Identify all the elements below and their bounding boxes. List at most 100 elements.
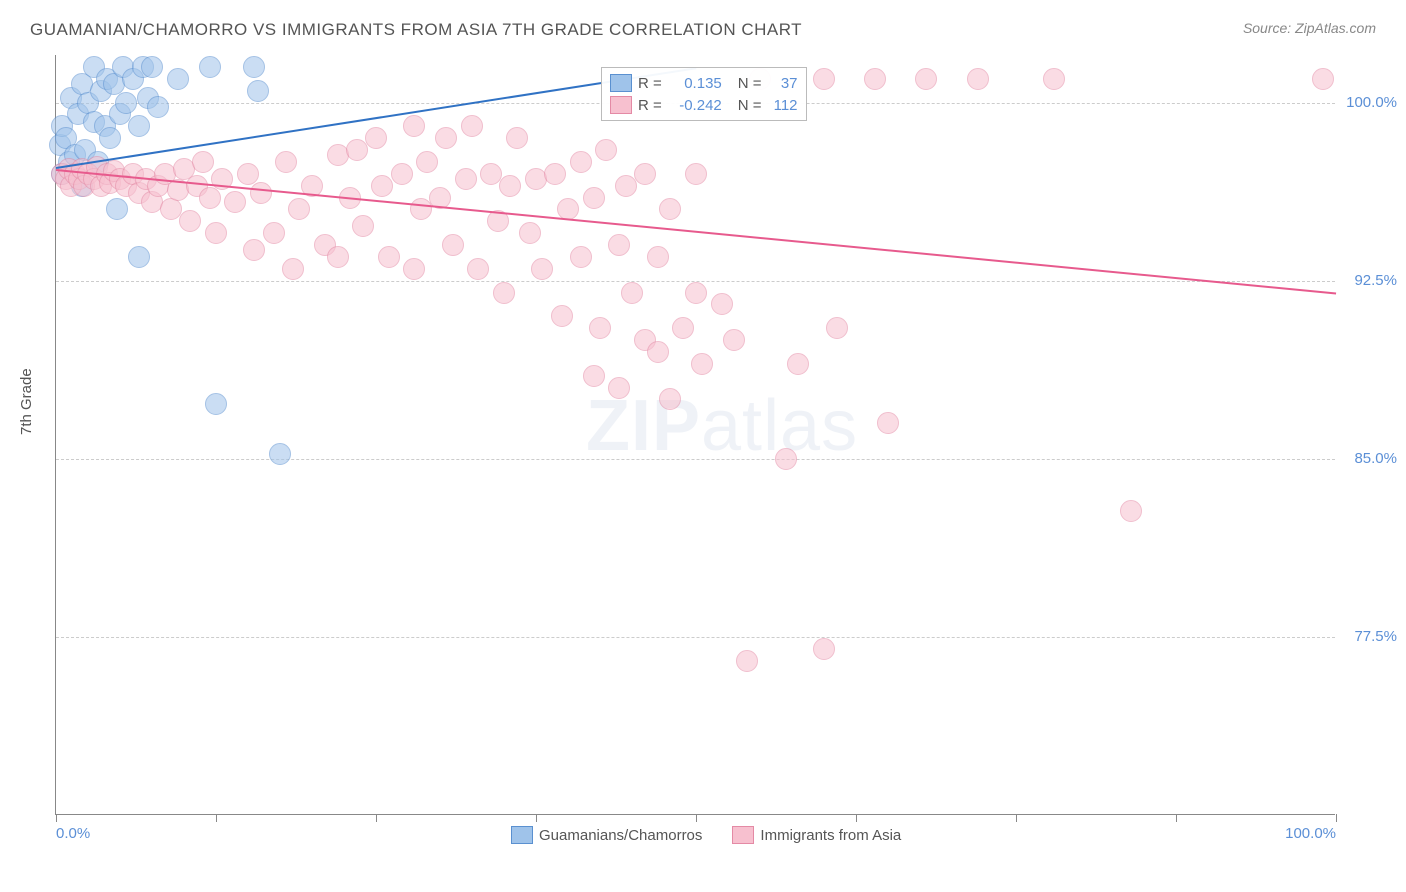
scatter-point-pink	[544, 163, 566, 185]
scatter-point-pink	[736, 650, 758, 672]
scatter-point-blue	[247, 80, 269, 102]
scatter-point-blue	[167, 68, 189, 90]
scatter-point-pink	[685, 163, 707, 185]
scatter-point-pink	[352, 215, 374, 237]
scatter-point-pink	[583, 187, 605, 209]
stats-row-pink: R = -0.242 N = 112	[610, 94, 798, 116]
scatter-point-blue	[205, 393, 227, 415]
legend-swatch-blue	[511, 826, 533, 844]
x-tick	[1336, 814, 1337, 822]
scatter-point-pink	[813, 68, 835, 90]
stats-r-label: R =	[638, 75, 662, 92]
scatter-point-blue	[106, 198, 128, 220]
scatter-point-pink	[967, 68, 989, 90]
watermark-zip: ZIP	[586, 386, 701, 466]
chart-title: GUAMANIAN/CHAMORRO VS IMMIGRANTS FROM AS…	[30, 20, 802, 40]
legend-swatch-pink	[732, 826, 754, 844]
scatter-point-pink	[531, 258, 553, 280]
scatter-point-pink	[1120, 500, 1142, 522]
scatter-point-pink	[493, 282, 515, 304]
x-tick	[56, 814, 57, 822]
scatter-point-pink	[263, 222, 285, 244]
x-tick	[1016, 814, 1017, 822]
legend-item-blue: Guamanians/Chamorros	[511, 826, 702, 844]
scatter-point-blue	[199, 56, 221, 78]
scatter-point-pink	[435, 127, 457, 149]
scatter-point-pink	[403, 115, 425, 137]
scatter-point-pink	[589, 317, 611, 339]
scatter-point-pink	[282, 258, 304, 280]
y-tick-label: 85.0%	[1354, 450, 1397, 467]
scatter-point-pink	[461, 115, 483, 137]
gridline	[56, 637, 1335, 638]
stats-n-label: N =	[738, 97, 762, 114]
scatter-point-pink	[199, 187, 221, 209]
scatter-point-pink	[595, 139, 617, 161]
scatter-point-pink	[570, 246, 592, 268]
scatter-point-blue	[243, 56, 265, 78]
scatter-point-pink	[499, 175, 521, 197]
y-tick-label: 100.0%	[1346, 94, 1397, 111]
scatter-point-pink	[775, 448, 797, 470]
stats-box: R =0.135N =37R =-0.242N =112	[601, 67, 807, 121]
scatter-point-pink	[442, 234, 464, 256]
scatter-point-pink	[608, 377, 630, 399]
legend: Guamanians/Chamorros Immigrants from Asia	[511, 826, 901, 844]
scatter-point-pink	[455, 168, 477, 190]
scatter-point-pink	[551, 305, 573, 327]
scatter-point-pink	[391, 163, 413, 185]
scatter-point-pink	[615, 175, 637, 197]
scatter-point-pink	[371, 175, 393, 197]
scatter-point-pink	[275, 151, 297, 173]
scatter-point-pink	[659, 198, 681, 220]
scatter-point-pink	[647, 341, 669, 363]
scatter-point-pink	[1312, 68, 1334, 90]
y-axis-label: 7th Grade	[18, 368, 35, 435]
scatter-point-pink	[723, 329, 745, 351]
trend-line-pink	[56, 169, 1336, 294]
scatter-point-pink	[787, 353, 809, 375]
scatter-point-pink	[864, 68, 886, 90]
scatter-point-blue	[128, 246, 150, 268]
scatter-point-pink	[570, 151, 592, 173]
legend-label: Immigrants from Asia	[760, 827, 901, 844]
scatter-point-pink	[378, 246, 400, 268]
x-tick	[856, 814, 857, 822]
legend-item-pink: Immigrants from Asia	[732, 826, 901, 844]
stats-n-value: 112	[768, 97, 798, 114]
stats-r-value: 0.135	[668, 75, 722, 92]
watermark: ZIPatlas	[586, 385, 858, 467]
stats-r-value: -0.242	[668, 97, 722, 114]
scatter-point-pink	[327, 246, 349, 268]
x-tick	[536, 814, 537, 822]
scatter-point-pink	[672, 317, 694, 339]
scatter-point-pink	[467, 258, 489, 280]
scatter-point-pink	[403, 258, 425, 280]
scatter-point-pink	[365, 127, 387, 149]
scatter-point-pink	[506, 127, 528, 149]
scatter-point-pink	[621, 282, 643, 304]
scatter-point-pink	[877, 412, 899, 434]
x-tick-label: 0.0%	[56, 825, 90, 842]
scatter-point-pink	[813, 638, 835, 660]
scatter-point-pink	[915, 68, 937, 90]
scatter-point-blue	[115, 92, 137, 114]
stats-r-label: R =	[638, 97, 662, 114]
scatter-point-pink	[519, 222, 541, 244]
scatter-point-pink	[205, 222, 227, 244]
scatter-point-pink	[826, 317, 848, 339]
scatter-point-blue	[147, 96, 169, 118]
swatch-blue	[610, 74, 632, 92]
scatter-point-pink	[1043, 68, 1065, 90]
scatter-point-blue	[141, 56, 163, 78]
stats-n-label: N =	[738, 75, 762, 92]
scatter-point-pink	[410, 198, 432, 220]
source-label: Source: ZipAtlas.com	[1243, 20, 1376, 36]
stats-row-blue: R =0.135N =37	[610, 72, 798, 94]
scatter-point-blue	[269, 443, 291, 465]
scatter-point-pink	[647, 246, 669, 268]
legend-label: Guamanians/Chamorros	[539, 827, 702, 844]
scatter-point-blue	[128, 115, 150, 137]
y-tick-label: 92.5%	[1354, 272, 1397, 289]
swatch-pink	[610, 96, 632, 114]
